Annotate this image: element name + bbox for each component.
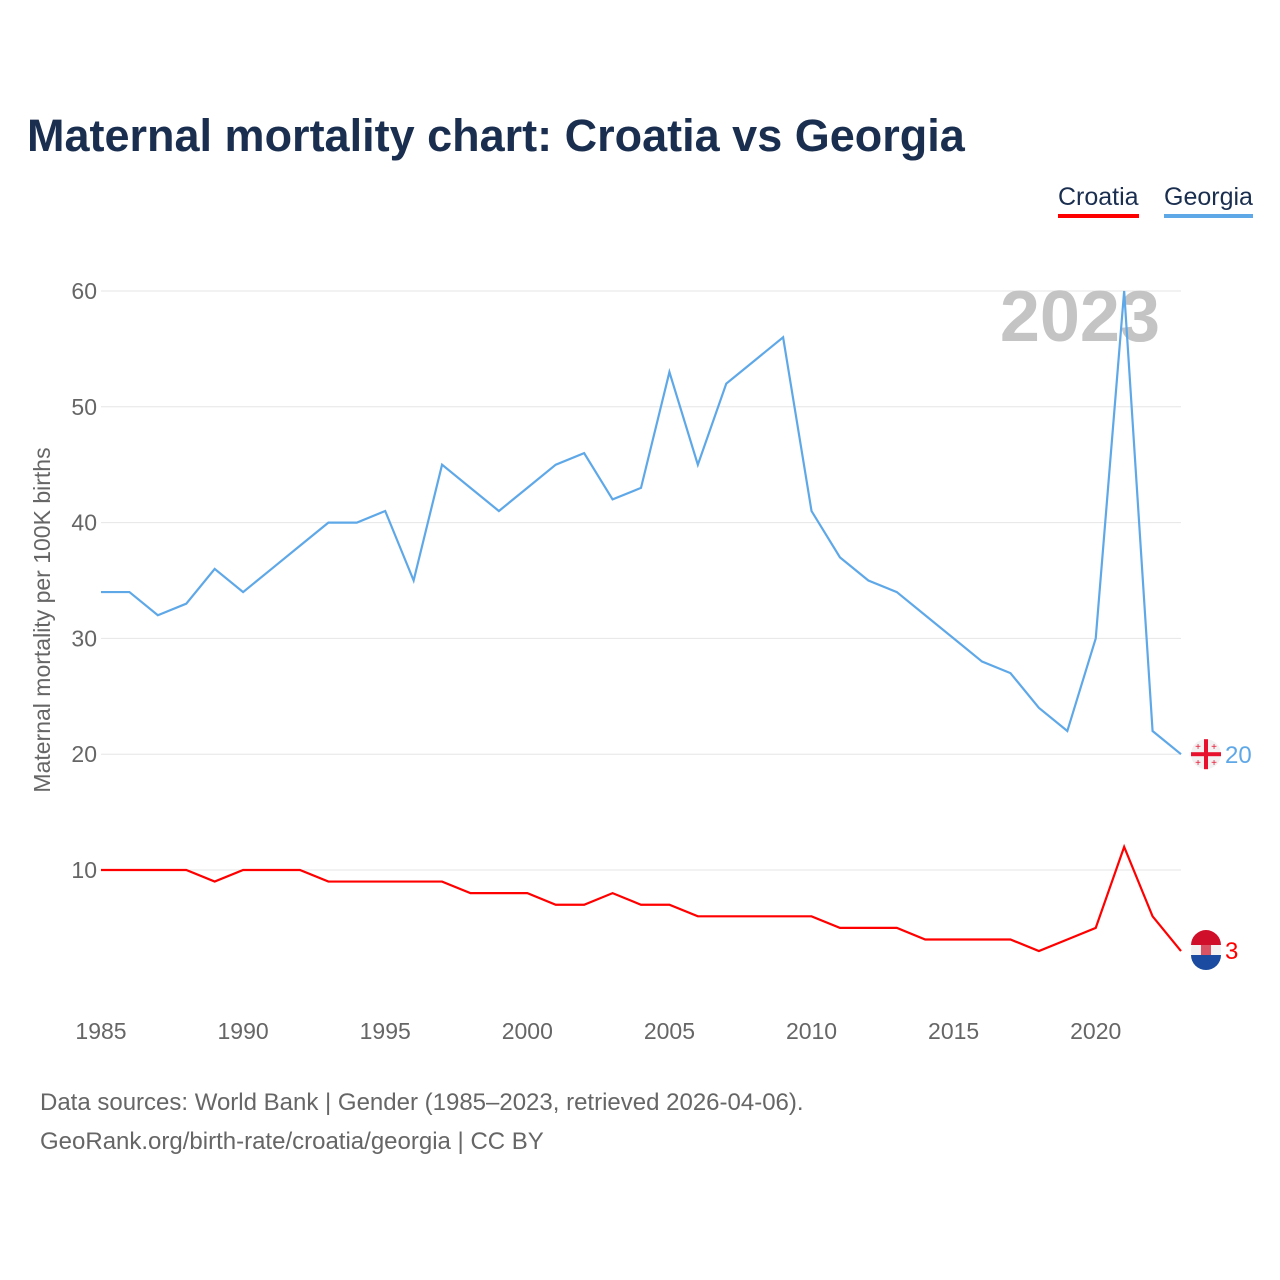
- georgia-flag-cross: +: [1211, 758, 1217, 769]
- georgia-flag-cross: +: [1195, 758, 1201, 769]
- x-tick-label: 2005: [644, 1018, 695, 1044]
- x-tick-label: 1990: [218, 1018, 269, 1044]
- x-tick-label: 1985: [75, 1018, 126, 1044]
- year-label: 2023: [1000, 277, 1160, 357]
- y-tick-label: 60: [71, 278, 97, 304]
- end-value-label-georgia: 20: [1225, 742, 1252, 769]
- x-tick-label: 2015: [928, 1018, 979, 1044]
- y-tick-label: 40: [71, 510, 97, 536]
- footer-sources: Data sources: World Bank | Gender (1985–…: [40, 1089, 804, 1116]
- x-tick-label: 2000: [502, 1018, 553, 1044]
- footer-credit: GeoRank.org/birth-rate/croatia/georgia |…: [40, 1128, 544, 1155]
- x-tick-label: 1995: [360, 1018, 411, 1044]
- croatia-flag-icon: [1191, 955, 1221, 971]
- x-tick-label: 2020: [1070, 1018, 1121, 1044]
- y-tick-label: 50: [71, 394, 97, 420]
- georgia-flag-icon: [1204, 739, 1208, 770]
- x-tick-label: 2010: [786, 1018, 837, 1044]
- y-tick-label: 30: [71, 625, 97, 651]
- croatia-flag-icon: [1191, 930, 1221, 946]
- georgia-flag-cross: +: [1211, 742, 1217, 753]
- legend-croatia[interactable]: Croatia: [1058, 183, 1139, 218]
- y-axis-label: Maternal mortality per 100K births: [29, 447, 55, 792]
- series-line-croatia: [101, 843, 1182, 953]
- croatia-flag-shield: [1201, 943, 1211, 956]
- y-tick-label: 10: [71, 857, 97, 883]
- legend-georgia[interactable]: Georgia: [1164, 183, 1253, 218]
- series-line-georgia: [101, 290, 1182, 756]
- chart-title: Maternal mortality chart: Croatia vs Geo…: [27, 110, 965, 161]
- y-tick-label: 20: [71, 741, 97, 767]
- georgia-flag-cross: +: [1195, 742, 1201, 753]
- end-value-label-croatia: 3: [1225, 938, 1238, 965]
